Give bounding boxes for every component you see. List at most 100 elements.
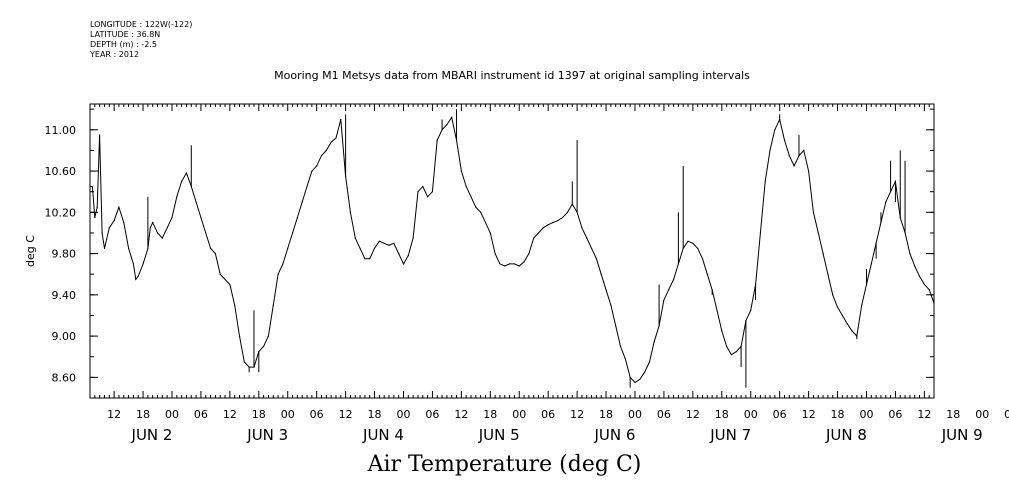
data-point [113,220,115,222]
data-point [311,170,313,172]
data-point [923,283,926,286]
data-point [663,299,665,301]
y-tick-label: 10.20 [45,206,77,219]
x-hour-label: 12 [570,408,584,421]
data-point [229,283,231,286]
data-point [263,345,265,347]
data-point [185,172,188,174]
data-point [562,216,564,219]
x-hour-label: 00 [165,408,179,421]
x-hour-label: 12 [107,408,121,421]
x-hour-label: 06 [773,408,787,421]
x-hour-label: 12 [802,408,816,421]
x-hour-label: 12 [339,408,353,421]
data-point [219,273,221,275]
data-point [547,224,549,226]
x-hour-label: 06 [310,408,324,421]
data-point [706,273,708,275]
data-point [870,263,872,265]
x-hour-label: 12 [686,408,700,421]
x-hour-label: 06 [425,408,439,421]
data-point [542,227,544,229]
data-point [750,309,752,311]
data-point [398,253,400,255]
data-point [928,289,930,291]
y-tick-label: 9.80 [52,248,77,261]
data-point [200,216,202,219]
data-point [407,255,409,257]
data-point [697,247,699,249]
data-point [653,340,655,342]
year-label: YEAR : 2012 [90,50,140,59]
x-hour-label: 18 [946,408,960,421]
data-point [701,258,704,260]
data-point [624,358,626,360]
data-point [537,232,540,234]
data-point [639,378,641,380]
x-hour-label: 06 [194,408,208,421]
data-point [320,155,323,157]
data-point [91,185,93,188]
data-point [528,253,530,255]
x-hour-label: 06 [888,408,902,421]
data-point [101,232,103,234]
data-point [735,351,737,353]
x-day-label: JUN 3 [246,426,288,444]
data-point [176,196,178,198]
data-point [769,149,771,151]
data-point [243,361,245,363]
data-point [388,244,390,246]
data-point [885,201,887,203]
y-tick-label: 9.40 [52,289,77,302]
longitude-label: LONGITUDE : 122W(-122) [90,20,193,29]
data-point [205,232,207,234]
metadata-block: LONGITUDE : 122W(-122) LATITUDE : 36.8N … [90,20,192,60]
data-point [504,265,506,267]
data-point [340,118,342,121]
data-point [533,237,535,239]
data-point [489,232,491,234]
x-hour-label: 00 [281,408,295,421]
data-point [557,220,559,222]
x-ticks: 12 18 00 06 12 18 00 06 12 18 00 06 12 18 00 06 12 18 00 06… [89,104,1009,444]
data-point [634,381,636,384]
data-point [726,345,728,347]
data-point [431,191,433,193]
data-point [156,232,159,234]
data-point [499,263,501,265]
data-point [836,306,839,308]
data-point [822,253,824,255]
data-point [552,222,554,224]
data-point [171,216,173,219]
data-point [393,242,395,244]
data-point [846,323,848,325]
data-point [195,201,197,203]
data-point [812,211,815,213]
data-point [509,263,511,265]
data-point [282,263,284,265]
depth-label: DEPTH (m) : -2.5 [90,40,157,49]
data-point [94,216,96,219]
data-point [99,134,101,136]
data-point [354,237,356,239]
data-point [149,227,151,229]
data-point [325,149,327,151]
chart-title: Mooring M1 Metsys data from MBARI instru… [274,69,750,82]
x-hour-label: 12 [454,408,468,421]
y-tick-label: 11.00 [45,124,77,137]
data-point [851,330,853,332]
data-point [142,263,144,265]
data-point [586,237,588,239]
data-point [369,258,371,260]
x-hour-label: 00 [744,408,758,421]
x-hour-label: 18 [136,408,150,421]
data-point [446,124,448,126]
data-point [793,165,795,167]
data-point [494,253,496,255]
y-ticks: 11.00 10.60 10.20 9.80 9.40 9.00 8.60 [45,108,934,384]
data-point [619,345,622,347]
data-point [152,222,154,224]
data-point [412,237,414,239]
data-point [96,206,98,208]
